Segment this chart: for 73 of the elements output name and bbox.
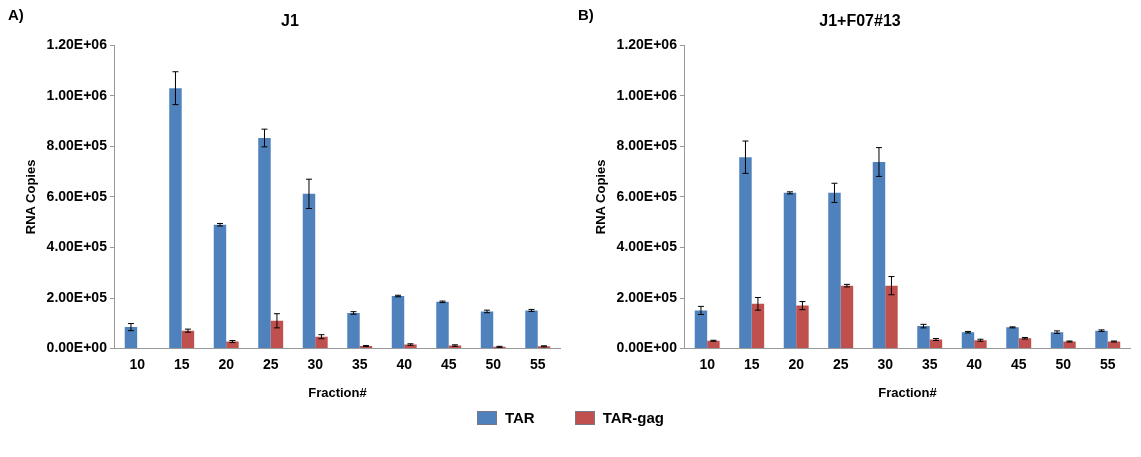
bar [315,336,328,349]
x-tick-label: 50 [1055,355,1072,372]
x-tick-label: 20 [788,355,805,372]
x-tick-label: 15 [173,355,190,372]
bar [828,192,841,349]
y-tick-label: 1.00E+06 [616,86,678,103]
x-tick-label: 55 [529,355,546,372]
legend-label: TAR-gag [602,409,665,426]
text: A) [8,6,24,23]
bar [694,310,708,349]
y-tick-label: 4.00E+05 [46,238,108,255]
bar [751,303,765,349]
bar [707,340,720,349]
bar [347,312,360,349]
y-tick-label: 6.00E+05 [46,187,108,204]
bar [974,340,987,349]
bar [783,192,797,349]
x-tick-label: 45 [1010,355,1027,372]
y-axis-title: RNA Copies [23,159,39,235]
x-tick-label: 35 [351,355,368,372]
y-axis-title: RNA Copies [593,159,609,235]
chart-title: J1 [281,12,299,30]
x-tick-label: 40 [396,355,413,372]
bar [302,193,316,349]
bar [480,311,494,349]
bar [796,305,809,349]
y-tick-label: 1.20E+06 [616,36,678,53]
y-tick-label: 2.00E+05 [616,288,678,305]
bar [885,285,898,349]
bar [917,326,930,349]
bar [436,301,449,349]
bar [1095,330,1108,349]
bar [169,88,182,349]
y-tick-label: 4.00E+05 [616,238,678,255]
x-axis-title: Fraction# [308,384,368,400]
x-tick-label: 55 [1099,355,1116,372]
y-tick-label: 2.00E+05 [46,288,108,305]
y-tick-label: 8.00E+05 [616,137,678,154]
bar [1050,332,1064,349]
bar [739,157,752,349]
y-tick-label: 8.00E+05 [46,137,108,154]
legend-label: TAR [504,409,535,426]
bar [124,327,138,349]
x-tick-label: 15 [743,355,760,372]
y-tick-label: 0.00E+00 [46,339,108,356]
x-axis-title: Fraction# [878,384,938,400]
bar [181,330,195,349]
bar [1006,327,1019,349]
y-tick-label: 1.20E+06 [46,36,108,53]
bar [391,296,405,349]
bar [840,285,854,349]
x-tick-label: 35 [921,355,938,372]
bar [258,137,271,349]
x-tick-label: 20 [218,355,235,372]
bar [213,224,227,349]
y-tick-label: 6.00E+05 [616,187,678,204]
x-tick-label: 50 [485,355,502,372]
x-tick-label: 30 [307,355,324,372]
x-tick-label: 25 [832,355,849,372]
bar [961,332,975,349]
chart-title: J1+F07#13 [819,12,901,30]
x-tick-label: 40 [966,355,983,372]
y-tick-label: 1.00E+06 [46,86,108,103]
x-tick-label: 45 [440,355,457,372]
bar [929,339,943,349]
x-tick-label: 30 [877,355,894,372]
text: B) [578,6,594,23]
bar [872,162,886,349]
y-tick-label: 0.00E+00 [616,339,678,356]
x-tick-label: 10 [699,355,716,372]
x-tick-label: 10 [129,355,146,372]
bar [525,310,538,349]
x-tick-label: 25 [262,355,279,372]
